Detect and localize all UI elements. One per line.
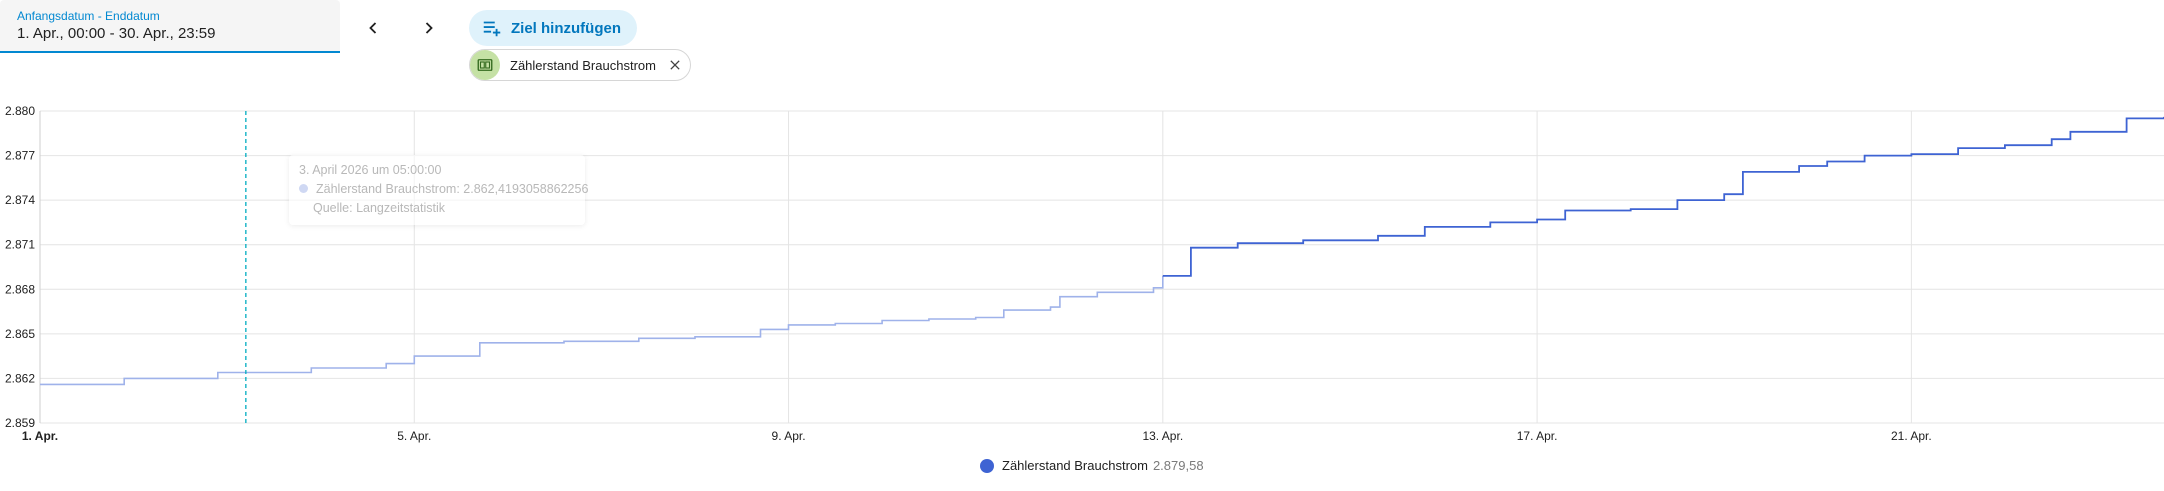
y-tick-label: 2.877: [5, 149, 35, 163]
playlist-plus-icon: [483, 21, 501, 37]
y-tick-label: 2.865: [5, 327, 35, 341]
previous-period-button[interactable]: [357, 12, 389, 44]
date-range-value[interactable]: 1. Apr., 00:00 - 30. Apr., 23:59: [17, 25, 216, 42]
legend-series-value: 2.879,58: [1152, 458, 1204, 473]
next-period-button[interactable]: [413, 12, 445, 44]
date-range-label: Anfangsdatum - Enddatum: [17, 9, 160, 23]
tooltip-series-dot: [299, 184, 308, 193]
add-target-label: Ziel hinzufügen: [511, 19, 621, 37]
chevron-right-icon: [425, 22, 433, 34]
x-tick-label: 21. Apr.: [1891, 429, 1932, 443]
meter-icon: [470, 50, 500, 80]
y-tick-label: 2.859: [5, 416, 35, 430]
series-line-faded: [40, 275, 1164, 386]
close-icon[interactable]: [668, 58, 682, 72]
chevron-left-icon: [369, 22, 377, 34]
tooltip-source: Quelle: Langzeitstatistik: [313, 201, 446, 215]
series-line: [1162, 116, 2164, 277]
legend-dot-icon: [980, 458, 994, 473]
tooltip-series-row: Zählerstand Brauchstrom: 2.862,419305886…: [299, 182, 588, 196]
y-tick-label: 2.880: [5, 104, 35, 118]
target-chip[interactable]: Zählerstand Brauchstrom: [469, 49, 691, 81]
chart-tooltip: 3. April 2026 um 05:00:00 Zählerstand Br…: [289, 155, 588, 225]
legend-series-name: Zählerstand Brauchstrom: [1002, 458, 1148, 473]
x-tick-label: 1. Apr.: [22, 429, 58, 443]
y-tick-label: 2.862: [5, 371, 35, 385]
chart-legend-item[interactable]: Zählerstand Brauchstrom 2.879,58: [980, 458, 1204, 473]
date-range-picker[interactable]: Anfangsdatum - Enddatum 1. Apr., 00:00 -…: [0, 0, 340, 53]
y-tick-label: 2.868: [5, 282, 35, 296]
add-target-button[interactable]: Ziel hinzufügen: [469, 10, 637, 46]
target-chip-label: Zählerstand Brauchstrom: [510, 57, 656, 73]
x-tick-label: 9. Apr.: [772, 429, 806, 443]
y-tick-label: 2.874: [5, 193, 35, 207]
x-tick-label: 5. Apr.: [397, 429, 431, 443]
tooltip-time: 3. April 2026 um 05:00:00: [299, 163, 442, 177]
x-tick-label: 17. Apr.: [1517, 429, 1558, 443]
statistics-chart[interactable]: 2.859 2.862 2.865 2.868 2.871 2.874 2.877 2.880…: [0, 100, 2164, 452]
y-tick-label: 2.871: [5, 238, 35, 252]
tooltip-series-value: Zählerstand Brauchstrom: 2.862,419305886…: [316, 182, 589, 196]
x-tick-label: 13. Apr.: [1142, 429, 1183, 443]
